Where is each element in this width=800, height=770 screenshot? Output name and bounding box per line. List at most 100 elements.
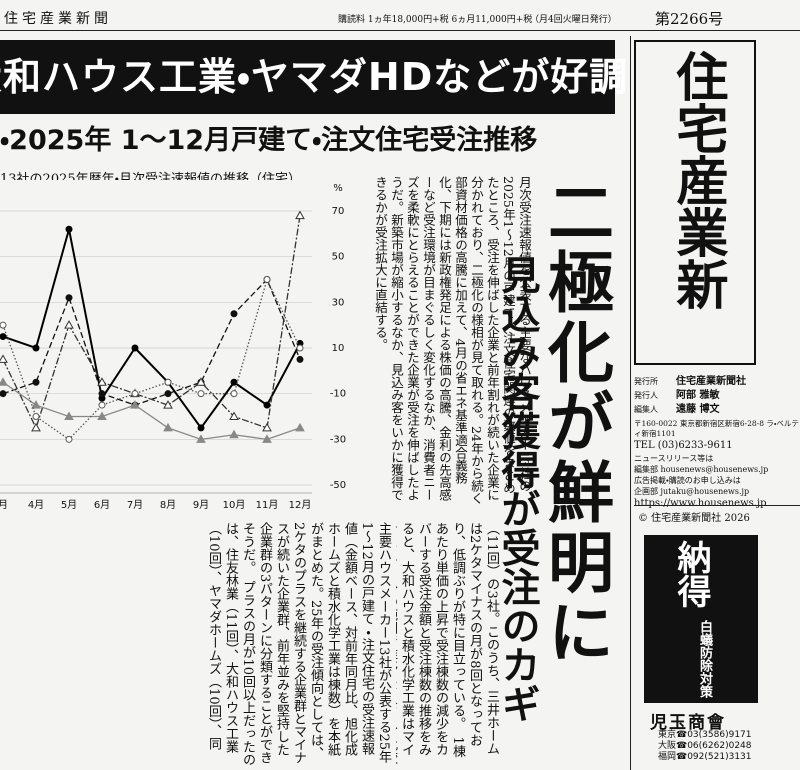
staff-value: 遠藤 博文 <box>676 404 720 415</box>
ad-phone: 福岡☎092(521)3131 <box>658 752 752 762</box>
contact: 広告掲載・購読のお申し込みは <box>634 476 741 485</box>
point <box>164 390 172 398</box>
point <box>295 210 305 220</box>
headline-banner <box>0 40 615 114</box>
lead-text: 月次受注速報値を公表する主要なハウスメーカー13社の2025年1～12月の戸建て… <box>373 176 532 505</box>
staff-list: 発行所 住宅産業新聞社発行人 阿部 雅敏編集人 遠藤 博文 <box>634 375 800 417</box>
unit-label: % <box>333 183 343 194</box>
point <box>65 435 73 443</box>
x-tick-label: 9月 <box>193 499 209 511</box>
point <box>229 429 239 439</box>
point <box>131 344 139 352</box>
x-tick-label: 6月 <box>94 499 110 511</box>
chart: % 70 50 30 10 -10 -30 -50 月 4月 5月 6月 7月 8月 9月 10月 11月 12… <box>0 180 350 515</box>
ad-copy-sub: 白蟻防除対策 <box>697 620 712 698</box>
point <box>263 401 271 409</box>
point <box>97 411 107 420</box>
ad-box <box>644 535 758 703</box>
point <box>0 333 7 341</box>
series-line <box>2 228 301 430</box>
contact-list: ニュースリリース等は編集部 housenews@housenews.jp 広告掲載… <box>634 453 800 497</box>
staff-value: 住宅産業新聞社 <box>676 376 746 387</box>
y-tick-label: 30 <box>332 297 345 308</box>
url: https://www.housenews.jp <box>634 498 767 509</box>
point <box>65 225 73 233</box>
x-tick-label: 12月 <box>289 499 312 511</box>
point <box>32 413 40 420</box>
second-headline: 見込み客獲得が受注のカギ <box>500 255 541 723</box>
point <box>296 344 304 352</box>
point <box>230 378 238 386</box>
point <box>0 390 7 398</box>
x-tick-label: 4月 <box>28 499 44 511</box>
point <box>296 355 304 363</box>
point <box>229 411 239 420</box>
ad-company: 児玉商會 <box>650 713 726 733</box>
point <box>263 276 271 283</box>
point <box>32 378 40 386</box>
staff-value: 阿部 雅敏 <box>676 390 720 401</box>
point <box>31 422 41 432</box>
staff-row: 発行人 阿部 雅敏 <box>634 389 800 403</box>
ad-phone: 大阪☎06(6262)0248 <box>658 741 752 751</box>
point <box>262 422 272 432</box>
copyright: © 住宅産業新聞社 2026 <box>638 513 750 524</box>
point <box>65 294 73 302</box>
y-tick-label: -30 <box>330 434 346 445</box>
point <box>64 411 74 420</box>
subscription: 購読料 1ヵ年18,000円+税 6ヵ月11,000円+税 <box>338 15 533 25</box>
series-line <box>2 215 301 430</box>
x-tick-label: 5月 <box>61 499 77 511</box>
issue-number: 第2266号 <box>655 10 724 28</box>
point <box>0 354 8 363</box>
y-tick-label: 50 <box>332 252 345 263</box>
body-text: （11回）の3社。このうち、三井ホームは2ケタマイナスの月が8回となっており、低… <box>396 522 499 764</box>
headline: 大和ハウス工業・ヤマダHDなどが好調 <box>0 55 629 99</box>
point <box>131 390 139 398</box>
point <box>98 390 106 398</box>
address: 〒160-0022 東京都新宿区新宿6-28-8 ラ・ベルティ新宿1101 <box>634 419 799 438</box>
point <box>32 344 40 352</box>
point <box>196 377 206 386</box>
point <box>197 390 205 398</box>
staff-label: 発行人 <box>634 391 658 400</box>
rule <box>0 30 800 31</box>
contact: 編集部 housenews@housenews.jp <box>634 465 769 474</box>
rule <box>630 36 631 770</box>
point <box>197 424 205 432</box>
body-text: 主要ハウスメーカー13社が公表する25年1～12月の戸建て・注文住宅の受注速報値… <box>206 522 391 767</box>
ad-copy-main: 納得の <box>676 540 711 608</box>
rule <box>634 505 800 506</box>
point <box>0 321 7 329</box>
point <box>295 422 305 432</box>
point <box>262 434 272 443</box>
staff-label: 発行所 <box>634 377 658 386</box>
y-tick-label: -10 <box>330 389 346 400</box>
main-headline: 二極化が鮮明に <box>540 178 615 668</box>
x-tick-label: 月 <box>0 499 8 511</box>
point <box>163 400 173 409</box>
staff-label: 編集人 <box>634 405 658 414</box>
point <box>163 422 173 432</box>
point <box>98 401 106 409</box>
point <box>230 310 238 318</box>
point <box>130 400 140 409</box>
masthead-title: 住宅産業新聞 <box>667 50 728 310</box>
x-tick-label: 10月 <box>223 499 246 511</box>
paper-name: 住宅産業新聞 <box>4 11 112 27</box>
point <box>31 400 41 409</box>
point <box>164 378 172 386</box>
contact: ニュースリリース等は <box>634 454 714 463</box>
tel: TEL (03)6233-9611 <box>634 440 733 451</box>
masthead-info: 発行所 住宅産業新聞社発行人 阿部 雅敏編集人 遠藤 博文 〒160-0022 東京都… <box>634 375 800 511</box>
series-line <box>2 277 301 441</box>
subheadline: ・2025年 1～12月戸建て・注文住宅受注推移 <box>0 125 538 156</box>
staff-row: 編集人 遠藤 博文 <box>634 403 800 417</box>
chart-background <box>0 180 350 515</box>
ad-phones: 東京☎03(3586)9171 大阪☎06(6262)0248 福岡☎092(521… <box>658 730 752 763</box>
x-tick-label: 11月 <box>256 499 279 511</box>
y-tick-label: 70 <box>332 206 345 217</box>
point <box>230 390 238 398</box>
point <box>97 377 107 386</box>
